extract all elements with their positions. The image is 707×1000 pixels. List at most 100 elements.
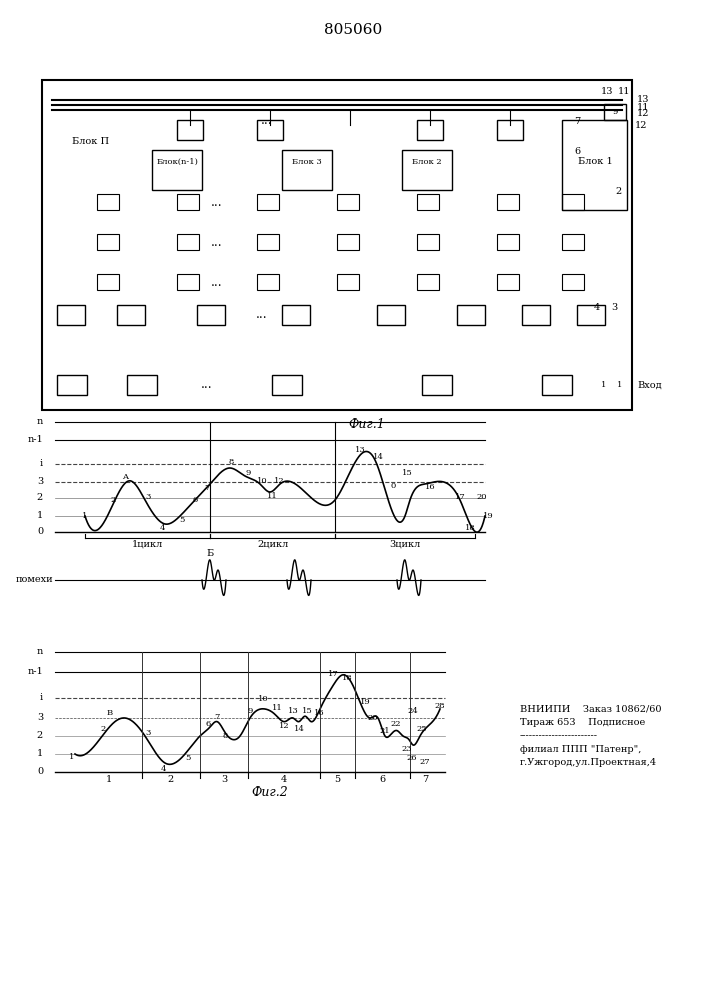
- Text: 10: 10: [257, 695, 269, 703]
- Text: 6: 6: [380, 774, 385, 784]
- Bar: [337, 234, 359, 250]
- Text: 11: 11: [271, 704, 282, 712]
- Bar: [257, 234, 279, 250]
- Text: 19: 19: [483, 512, 493, 520]
- Text: n-1: n-1: [28, 668, 43, 676]
- Bar: [377, 305, 405, 325]
- Bar: [497, 274, 519, 290]
- Text: помехи: помехи: [16, 576, 53, 584]
- Text: Фиг.1: Фиг.1: [349, 418, 385, 432]
- Text: ...: ...: [261, 113, 273, 126]
- Text: 3: 3: [146, 493, 151, 501]
- Bar: [117, 305, 145, 325]
- Bar: [497, 194, 519, 210]
- Text: 17: 17: [455, 493, 465, 501]
- Text: 8: 8: [222, 732, 228, 740]
- Text: Блок 1: Блок 1: [578, 157, 612, 166]
- Bar: [522, 305, 550, 325]
- Bar: [562, 274, 584, 290]
- Text: 16: 16: [314, 709, 325, 717]
- Text: 1: 1: [69, 753, 75, 761]
- Text: ВНИИПИ    Заказ 10862/60
Тираж 653    Подписное
------------------------
филиал : ВНИИПИ Заказ 10862/60 Тираж 653 Подписно…: [520, 705, 662, 767]
- Bar: [57, 375, 87, 395]
- Bar: [272, 375, 302, 395]
- Text: Блок П: Блок П: [72, 137, 109, 146]
- Bar: [562, 194, 584, 210]
- Bar: [177, 234, 199, 250]
- Text: 12: 12: [637, 109, 650, 118]
- Text: 2: 2: [168, 774, 174, 784]
- Text: 15: 15: [402, 469, 412, 477]
- Text: 6: 6: [192, 496, 198, 504]
- Text: ...: ...: [211, 196, 223, 209]
- Text: Б: Б: [206, 548, 214, 558]
- Text: A: A: [122, 473, 128, 481]
- Bar: [337, 194, 359, 210]
- Text: 18: 18: [341, 674, 352, 682]
- Text: 14: 14: [373, 453, 383, 461]
- Text: 805060: 805060: [324, 23, 382, 37]
- Bar: [562, 120, 627, 210]
- Text: Блок 2: Блок 2: [412, 158, 442, 166]
- Text: 2цикл: 2цикл: [257, 540, 288, 548]
- Text: i: i: [40, 694, 43, 702]
- Text: 1цикл: 1цикл: [132, 540, 163, 548]
- Text: 4: 4: [281, 774, 287, 784]
- Bar: [457, 305, 485, 325]
- Text: 3: 3: [37, 478, 43, 487]
- Text: 10: 10: [257, 477, 267, 485]
- Bar: [57, 305, 85, 325]
- Text: n: n: [37, 418, 43, 426]
- Text: 11: 11: [618, 88, 630, 97]
- Text: 1: 1: [37, 512, 43, 520]
- Bar: [177, 274, 199, 290]
- Bar: [417, 120, 443, 140]
- Text: 1: 1: [105, 774, 112, 784]
- Text: 28: 28: [435, 702, 445, 710]
- Text: 27: 27: [420, 758, 431, 766]
- Text: 14: 14: [293, 725, 305, 733]
- Bar: [402, 150, 452, 190]
- Text: 2: 2: [37, 493, 43, 502]
- Text: 22: 22: [391, 720, 402, 728]
- Text: 7: 7: [422, 774, 428, 784]
- Text: n-1: n-1: [28, 436, 43, 444]
- Text: 2: 2: [37, 732, 43, 740]
- Text: 3: 3: [611, 302, 617, 312]
- Bar: [257, 120, 283, 140]
- Text: 4: 4: [594, 302, 600, 312]
- Text: 8: 8: [228, 458, 234, 466]
- Text: 7: 7: [214, 713, 220, 721]
- Bar: [127, 375, 157, 395]
- Bar: [497, 234, 519, 250]
- Text: 13: 13: [355, 446, 366, 454]
- Text: Блок 3: Блок 3: [292, 158, 322, 166]
- Text: 3: 3: [221, 774, 227, 784]
- Text: 2: 2: [100, 725, 105, 733]
- Text: 2: 2: [110, 496, 116, 504]
- Bar: [577, 305, 605, 325]
- Text: Блок(n-1): Блок(n-1): [156, 158, 198, 166]
- Text: 24: 24: [408, 707, 419, 715]
- Bar: [542, 375, 572, 395]
- Bar: [417, 194, 439, 210]
- Text: 9: 9: [245, 469, 251, 477]
- Text: 20: 20: [477, 493, 487, 501]
- Bar: [152, 150, 202, 190]
- Text: 1: 1: [617, 381, 623, 389]
- Text: n: n: [37, 648, 43, 656]
- Text: 6: 6: [574, 147, 580, 156]
- Text: ...: ...: [201, 378, 213, 391]
- Text: 12: 12: [635, 120, 648, 129]
- Bar: [197, 305, 225, 325]
- Text: 19: 19: [360, 698, 370, 706]
- Bar: [337, 274, 359, 290]
- Text: B: B: [107, 709, 113, 717]
- Bar: [417, 234, 439, 250]
- Text: Вход: Вход: [637, 380, 662, 389]
- Text: 1: 1: [82, 512, 88, 520]
- Text: 3цикл: 3цикл: [390, 540, 421, 548]
- Text: 11: 11: [637, 103, 650, 111]
- Bar: [417, 274, 439, 290]
- Text: 26: 26: [407, 754, 417, 762]
